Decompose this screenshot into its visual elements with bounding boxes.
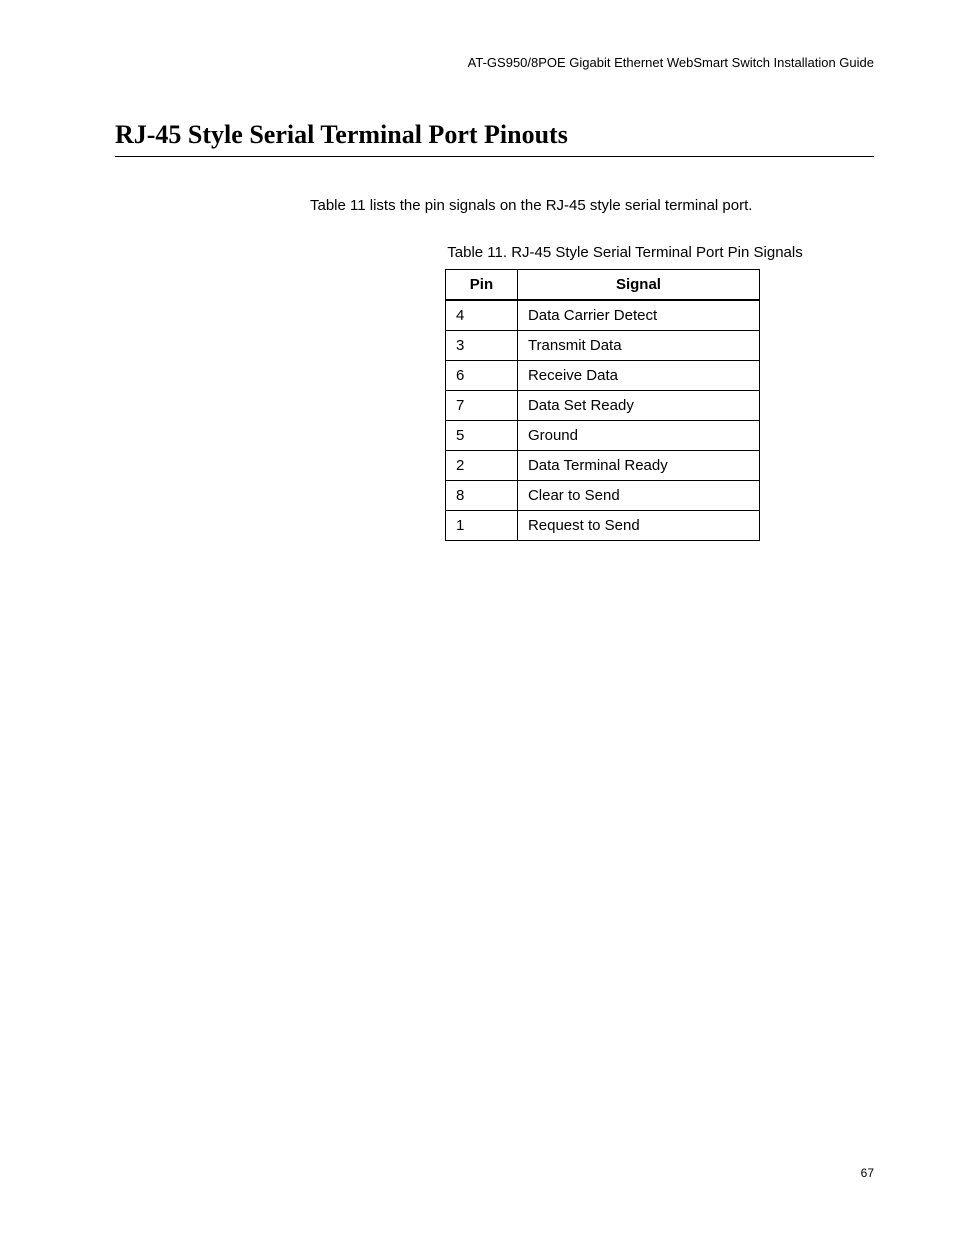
cell-pin: 5 xyxy=(446,421,518,451)
document-page: AT-GS950/8POE Gigabit Ethernet WebSmart … xyxy=(0,0,954,1235)
table-row: 7 Data Set Ready xyxy=(446,391,760,421)
cell-signal: Data Carrier Detect xyxy=(517,300,759,331)
running-header: AT-GS950/8POE Gigabit Ethernet WebSmart … xyxy=(115,55,874,70)
cell-signal: Request to Send xyxy=(517,511,759,541)
pinout-table: Pin Signal 4 Data Carrier Detect 3 Trans… xyxy=(445,269,760,541)
col-header-signal: Signal xyxy=(517,270,759,301)
table-row: 3 Transmit Data xyxy=(446,331,760,361)
table-row: 6 Receive Data xyxy=(446,361,760,391)
table-caption: Table 11. RJ-45 Style Serial Terminal Po… xyxy=(385,244,865,261)
table-row: 2 Data Terminal Ready xyxy=(446,451,760,481)
cell-pin: 7 xyxy=(446,391,518,421)
cell-signal: Data Set Ready xyxy=(517,391,759,421)
section-title: RJ-45 Style Serial Terminal Port Pinouts xyxy=(115,120,874,152)
table-row: 8 Clear to Send xyxy=(446,481,760,511)
cell-signal: Transmit Data xyxy=(517,331,759,361)
table-row: 4 Data Carrier Detect xyxy=(446,300,760,331)
cell-signal: Data Terminal Ready xyxy=(517,451,759,481)
col-header-pin: Pin xyxy=(446,270,518,301)
cell-pin: 1 xyxy=(446,511,518,541)
cell-signal: Clear to Send xyxy=(517,481,759,511)
cell-signal: Receive Data xyxy=(517,361,759,391)
cell-pin: 3 xyxy=(446,331,518,361)
page-number: 67 xyxy=(861,1166,874,1180)
table-row: 5 Ground xyxy=(446,421,760,451)
table-row: 1 Request to Send xyxy=(446,511,760,541)
cell-pin: 2 xyxy=(446,451,518,481)
cell-pin: 8 xyxy=(446,481,518,511)
cell-pin: 6 xyxy=(446,361,518,391)
cell-signal: Ground xyxy=(517,421,759,451)
intro-paragraph: Table 11 lists the pin signals on the RJ… xyxy=(310,197,874,214)
cell-pin: 4 xyxy=(446,300,518,331)
section-rule xyxy=(115,156,874,157)
table-header-row: Pin Signal xyxy=(446,270,760,301)
